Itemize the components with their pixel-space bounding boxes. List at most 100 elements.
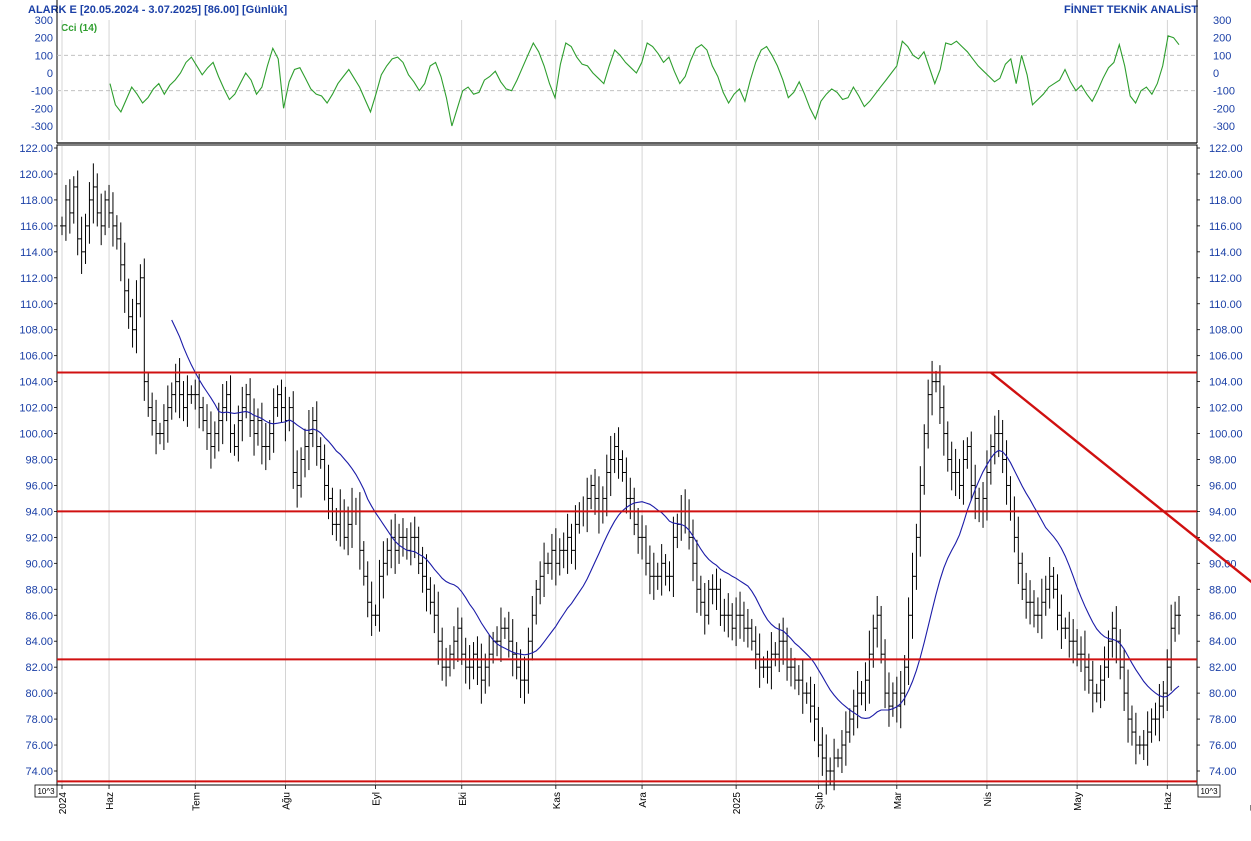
price-bar [459, 617, 464, 665]
price-bar [232, 424, 237, 456]
price-bar [369, 581, 374, 636]
price-bar [479, 643, 484, 704]
price-bar [161, 404, 166, 450]
price-bar [553, 528, 558, 586]
price-bar [318, 437, 323, 469]
descending-trendline [990, 371, 1251, 584]
price-bar [1020, 552, 1025, 600]
price-bar [886, 672, 891, 727]
price-bar [714, 568, 719, 610]
price-bar [244, 383, 249, 419]
price-bar [1059, 594, 1064, 649]
price-bar [346, 506, 351, 556]
price-bar [1090, 660, 1095, 713]
price-bar [961, 440, 966, 505]
cci-tick-label-left: -300 [31, 121, 53, 133]
price-tick-label-right: 78.00 [1209, 714, 1237, 726]
price-bar [463, 637, 468, 684]
price-bar [879, 605, 884, 664]
price-bar [87, 182, 92, 244]
price-bar [1039, 578, 1044, 639]
price-bar [83, 213, 88, 264]
price-tick-label-right: 82.00 [1209, 662, 1237, 674]
x-tick-label: Ara [638, 792, 649, 808]
price-bar [902, 655, 907, 706]
price-tick-label-left: 86.00 [25, 610, 53, 622]
price-bar [267, 419, 272, 461]
price-tick-label-left: 108.00 [19, 325, 53, 337]
price-tick-label-right: 76.00 [1209, 740, 1237, 752]
price-tick-label-left: 88.00 [25, 584, 53, 596]
price-bar [757, 633, 762, 688]
price-bar [651, 552, 656, 600]
price-bar [526, 627, 531, 694]
price-bar [984, 450, 989, 521]
price-bar [377, 559, 382, 632]
cci-panel: Cci (14) 300 300 200 200 100 100 0 0 -100 -100 -20… [31, 0, 1235, 144]
price-bar [252, 398, 257, 456]
price-bar [883, 639, 888, 709]
price-tick-label-left: 82.00 [25, 662, 53, 674]
price-bar [271, 388, 276, 453]
price-bar [722, 598, 727, 632]
price-bar [498, 607, 503, 662]
price-tick-label-right: 110.00 [1209, 299, 1242, 311]
price-bar [177, 358, 182, 419]
price-bar [945, 421, 950, 472]
price-bar [181, 381, 186, 422]
price-bar [753, 626, 758, 670]
cci-tick-label-right: 200 [1213, 33, 1231, 45]
unit-badge-right: 10^3 [1197, 784, 1221, 798]
price-bar [154, 399, 159, 455]
price-bar [365, 561, 370, 618]
price-panel: 122.00 122.00 120.00 120.00 118.00 118.00 116.… [19, 143, 1251, 798]
price-bar [424, 554, 429, 612]
price-bar [400, 518, 405, 557]
price-bar [545, 552, 550, 575]
price-bar [240, 386, 245, 442]
cci-legend-label: Cci (14) [61, 23, 97, 34]
price-bar [1145, 711, 1150, 766]
price-bar [745, 608, 750, 648]
price-bar [275, 385, 280, 417]
price-bar [334, 507, 339, 541]
price-bar [706, 580, 711, 625]
price-bar [236, 405, 241, 462]
price-bar [804, 682, 809, 704]
price-bar [781, 617, 786, 665]
unit-badge-left-text: 10^3 [37, 787, 55, 796]
price-bar [185, 375, 190, 427]
price-bar [973, 464, 978, 520]
price-bar [1102, 646, 1107, 701]
price-bar [436, 591, 441, 665]
price-bar [663, 554, 668, 586]
price-bar [765, 650, 770, 684]
price-tick-label-right: 100.00 [1209, 429, 1243, 441]
price-bar [843, 711, 848, 766]
price-bar [142, 258, 147, 401]
price-bar [228, 375, 233, 453]
price-bar [432, 584, 437, 634]
price-bar [467, 645, 472, 690]
price-bar [1004, 440, 1009, 505]
price-bar [788, 647, 793, 687]
price-tick-label-left: 102.00 [19, 403, 53, 415]
price-bar [510, 619, 515, 677]
cci-series-line [109, 35, 1180, 127]
price-bar [792, 657, 797, 690]
price-tick-label-left: 80.00 [25, 688, 53, 700]
price-bar [1063, 617, 1068, 639]
price-tick-label-right: 122.00 [1209, 143, 1243, 155]
price-bar [393, 513, 398, 574]
price-bar [749, 618, 754, 651]
price-bar [530, 595, 535, 661]
price-bar [608, 435, 613, 497]
price-tick-label-right: 106.00 [1209, 351, 1243, 363]
price-bar [534, 580, 539, 625]
price-bar [79, 216, 84, 274]
moving-average-line [171, 319, 1180, 719]
price-tick-label-left: 120.00 [19, 169, 53, 181]
price-bar [259, 402, 264, 465]
price-bar [1110, 611, 1115, 658]
